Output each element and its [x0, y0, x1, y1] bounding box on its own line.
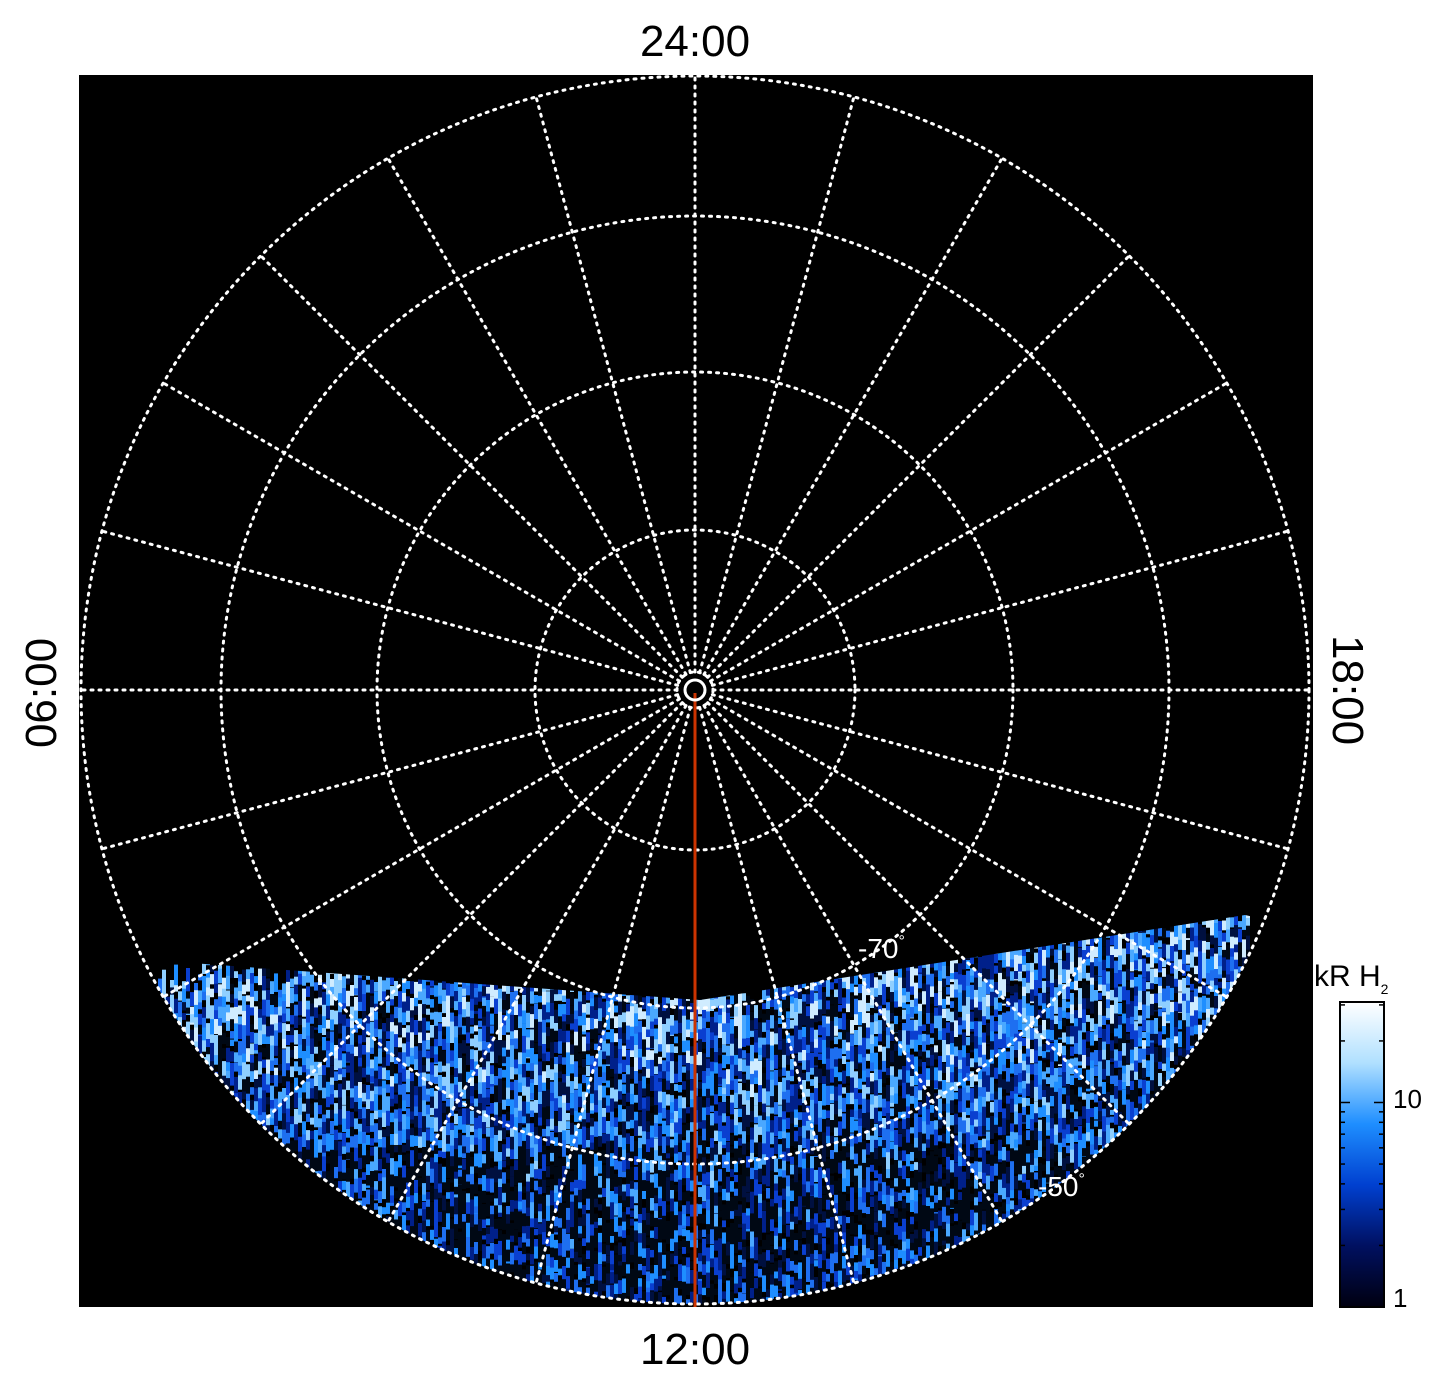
latitude-circle: [79, 74, 1311, 1306]
colorbar-frame: [1339, 1001, 1385, 1308]
colorbar-title: kR H2: [1314, 960, 1389, 997]
colorbar-ticks: [1340, 1004, 1384, 1308]
colorbar-tick-label-1: 1: [1393, 1283, 1407, 1313]
pole-marker: [683, 678, 707, 702]
local-time-meridian: [702, 156, 1004, 676]
latitude-label-50: -50°: [1038, 1171, 1085, 1202]
local-time-meridian: [386, 704, 688, 1224]
colorbar-gradient-bar: [1340, 1002, 1384, 1307]
local-time-label-bottom: 12:00: [640, 1325, 750, 1374]
local-time-meridian: [706, 254, 1131, 679]
local-time-meridian: [534, 95, 692, 675]
polar-grid: [79, 74, 1311, 1306]
latitude-label-70: -70°: [858, 933, 905, 964]
local-time-meridian: [386, 156, 688, 676]
local-time-meridian: [709, 381, 1229, 683]
local-time-meridian: [259, 701, 684, 1126]
local-time-meridian: [702, 704, 1004, 1224]
local-time-label-top: 24:00: [640, 17, 750, 66]
local-time-meridian: [100, 529, 680, 687]
local-time-label-left: 06:00: [17, 638, 66, 748]
colorbar: kR H2 10 1: [1314, 960, 1422, 1313]
local-time-meridian: [259, 254, 684, 679]
local-time-meridian: [161, 381, 681, 683]
local-time-meridian: [100, 693, 680, 851]
local-time-meridian: [698, 705, 856, 1285]
local-time-label-right: 18:00: [1323, 635, 1372, 745]
local-time-meridian: [161, 697, 681, 999]
local-time-meridian: [706, 701, 1131, 1126]
local-time-meridian: [710, 529, 1290, 687]
local-time-meridian: [710, 693, 1290, 851]
local-time-meridian: [534, 705, 692, 1285]
local-time-meridian: [698, 95, 856, 675]
colorbar-tick-label-10: 10: [1393, 1084, 1422, 1114]
local-time-meridian: [709, 697, 1229, 999]
